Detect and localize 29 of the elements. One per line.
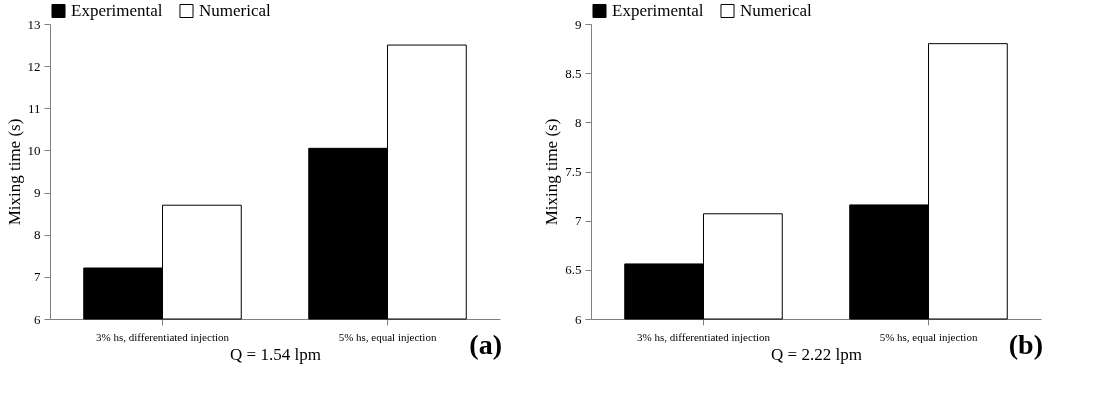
y-tick-label: 8	[575, 114, 582, 130]
y-tick-label: 9	[575, 16, 582, 32]
y-tick-label: 10	[27, 142, 41, 158]
text: (a)	[469, 329, 502, 360]
y-axis-title: Mixing time (s)	[4, 118, 24, 226]
legend-label: Experimental	[612, 0, 704, 20]
y-tick-label: 9	[34, 185, 41, 201]
x-tick-label: 5% hs, equal injection	[338, 330, 437, 343]
y-tick-label: 6.5	[565, 262, 582, 278]
x-axis-title: Q = 2.22 lpm	[771, 344, 862, 364]
x-tick-label: 3% hs, differentiated injection	[637, 330, 771, 343]
x-tick-label: 3% hs, differentiated injection	[96, 330, 230, 343]
y-tick-label: 8.5	[565, 65, 582, 81]
x-tick-label: 5% hs, equal injection	[879, 330, 978, 343]
y-tick-label: 6	[575, 311, 582, 327]
y-tick-label: 7	[34, 269, 41, 285]
legend-label: Numerical	[199, 0, 272, 20]
y-tick-label: 6	[34, 311, 41, 327]
legend-label: Numerical	[740, 0, 813, 20]
y-tick-label: 8	[34, 227, 41, 243]
y-tick-label: 11	[27, 100, 41, 116]
y-tick-label: 12	[27, 58, 41, 74]
y-axis-title: Mixing time (s)	[542, 118, 562, 226]
legend-label: Experimental	[71, 0, 163, 20]
text: (b)	[1008, 329, 1043, 360]
y-tick-label: 7	[575, 213, 582, 229]
y-tick-label: 13	[27, 16, 41, 32]
y-tick-label: 7.5	[565, 164, 582, 179]
x-axis-title: Q = 1.54 lpm	[230, 344, 321, 364]
